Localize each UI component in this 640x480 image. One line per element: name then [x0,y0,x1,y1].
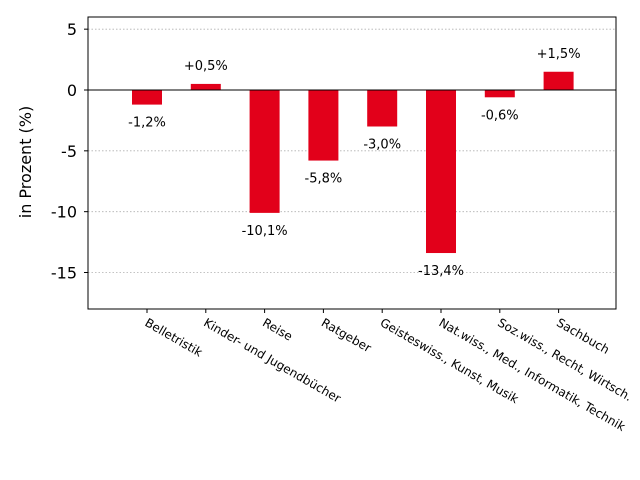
bar [308,90,339,161]
y-tick-label: -5 [61,142,77,161]
data-label: -5,8% [305,172,343,187]
bar [543,71,574,90]
data-label: -0,6% [481,108,519,123]
data-label: +1,5% [537,47,581,62]
bar [484,90,515,98]
bar [367,90,398,127]
x-tick-label: Reise [260,315,295,343]
y-tick-label: -15 [51,264,77,283]
x-tick-label: Belletristik [143,315,205,359]
bar [249,90,280,213]
data-label: +0,5% [184,59,228,74]
data-label: -3,0% [363,138,401,153]
plot-frame [87,16,617,310]
x-tick-label: Ratgeber [319,315,374,355]
y-tick-label: 5 [67,20,77,39]
bars [132,71,574,254]
data-label: -10,1% [242,224,288,239]
data-label: -1,2% [128,116,166,131]
bar [132,90,162,105]
y-axis-ticks: 5 0 -5 -10 -15 [51,20,88,283]
bar [190,83,221,90]
y-axis-title: in Prozent (%) [16,106,35,218]
data-label: -13,4% [418,264,464,279]
y-tick-label: -10 [51,203,77,222]
data-labels: -1,2% +0,5% -10,1% -5,8% -3,0% -13,4% -0,6% +1,… [128,47,580,279]
bar [426,90,456,254]
gridlines [88,28,616,273]
y-tick-label: 0 [67,81,77,100]
